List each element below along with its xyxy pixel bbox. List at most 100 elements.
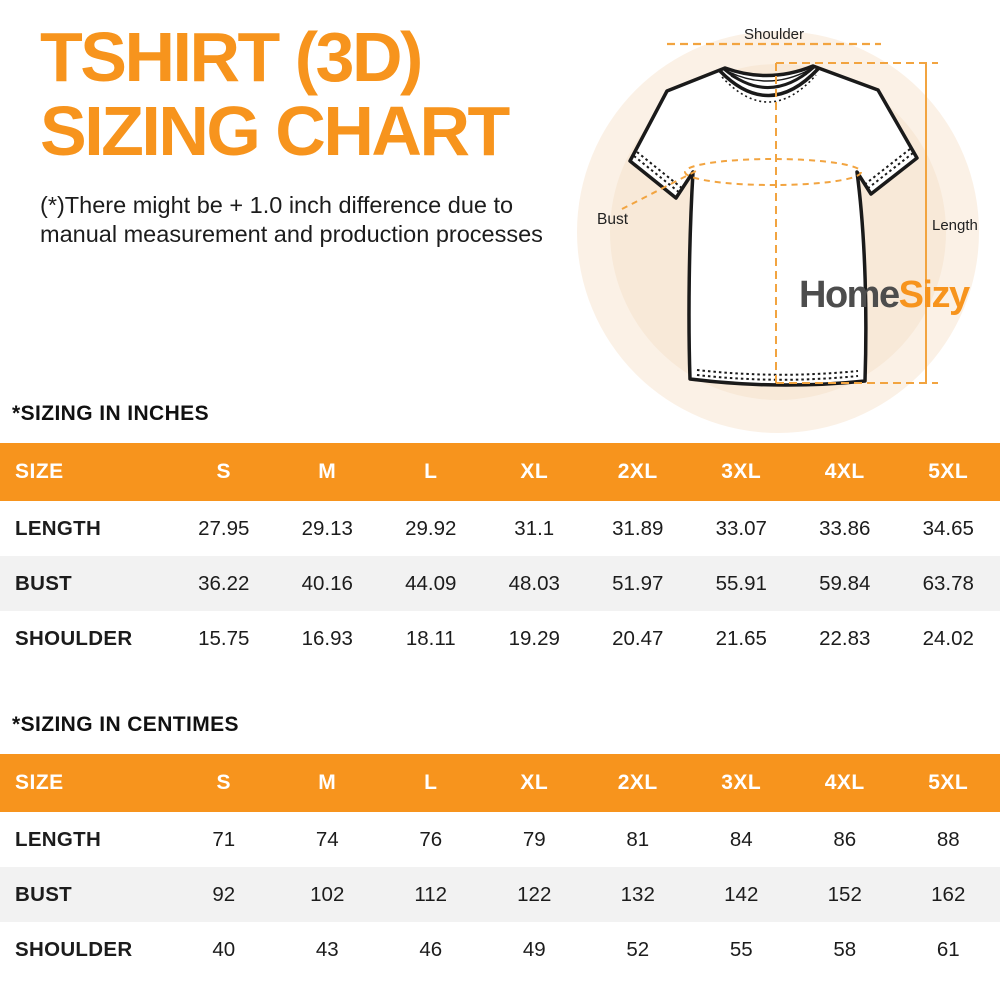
disclaimer-line1: (*)There might be + 1.0 inch difference … — [40, 192, 514, 218]
value-length-m: 74 — [315, 827, 339, 851]
collar-back-band — [728, 69, 810, 82]
homesizy-logo: HomeSizy — [799, 274, 970, 316]
col-header-l: L — [379, 443, 483, 501]
collar-front-outer — [718, 67, 820, 98]
col-header-xl: XL — [482, 443, 586, 501]
bust-label: Bust — [597, 211, 629, 228]
value-bust-4xl: 152 — [827, 882, 862, 906]
value-bust-s: 92 — [212, 882, 236, 906]
bust-pointer-line — [621, 169, 699, 210]
value-shoulder-3xl: 55 — [729, 937, 753, 961]
disclaimer-text: (*)There might be + 1.0 inch difference … — [40, 191, 543, 249]
page-title-line1: TSHIRT (3D) — [40, 18, 423, 96]
logo-sizy: Sizy — [899, 274, 970, 316]
col-header-l: L — [379, 754, 483, 812]
value-length-2xl: 81 — [626, 827, 650, 851]
page-title-line2: SIZING CHART — [40, 92, 510, 170]
value-bust-4xl: 59.84 — [819, 571, 871, 595]
value-length-3xl: 33.07 — [715, 516, 767, 540]
col-header-m: M — [275, 443, 379, 501]
value-shoulder-l: 18.11 — [405, 626, 456, 650]
col-header-2xl: 2XL — [586, 443, 690, 501]
section-heading-centimes: *SIZING IN CENTIMES — [12, 713, 239, 736]
value-shoulder-m: 16.93 — [301, 626, 353, 650]
value-length-5xl: 34.65 — [922, 516, 974, 540]
col-header-xl: XL — [482, 754, 586, 812]
row-label-bust: BUST — [15, 571, 73, 595]
value-length-4xl: 33.86 — [819, 516, 871, 540]
value-shoulder-4xl: 58 — [833, 937, 857, 961]
row-label-bust: BUST — [15, 882, 73, 906]
value-length-m: 29.13 — [301, 516, 353, 540]
sizing-table-centimes: SIZE S M L XL 2XL 3XL 4XL 5XL LENGTH 71 74 76 79 81 84 8… — [0, 754, 1000, 977]
col-header-5xl: 5XL — [896, 754, 1000, 812]
value-bust-s: 36.22 — [198, 571, 250, 595]
table-row-shoulder: SHOULDER 40 43 46 49 52 55 58 61 — [0, 922, 1000, 977]
value-bust-3xl: 55.91 — [715, 571, 767, 595]
value-shoulder-2xl: 52 — [626, 937, 650, 961]
value-length-4xl: 86 — [833, 827, 857, 851]
hem-stitch-2 — [696, 374, 859, 381]
disclaimer-line2: manual measurement and production proces… — [40, 221, 543, 247]
value-bust-2xl: 51.97 — [612, 571, 664, 595]
row-label-shoulder: SHOULDER — [15, 937, 133, 961]
table-row-shoulder: SHOULDER 15.75 16.93 18.11 19.29 20.47 21.65 22… — [0, 611, 1000, 666]
value-shoulder-2xl: 20.47 — [612, 626, 664, 650]
value-shoulder-5xl: 61 — [936, 937, 960, 961]
table-header-row: SIZE S M L XL 2XL 3XL 4XL 5XL — [0, 443, 1000, 501]
left-sleeve-stitch — [633, 155, 681, 194]
hem-stitch — [696, 369, 859, 376]
table-row-bust: BUST 36.22 40.16 44.09 48.03 51.97 55.91 59.84 6… — [0, 556, 1000, 611]
col-header-4xl: 4XL — [793, 754, 897, 812]
row-label-length: LENGTH — [15, 516, 102, 540]
logo-home: Home — [799, 274, 899, 316]
value-bust-l: 44.09 — [405, 571, 457, 595]
col-header-s: S — [172, 754, 276, 812]
value-shoulder-m: 43 — [315, 937, 339, 961]
table-row-bust: BUST 92 102 112 122 132 142 152 162 — [0, 867, 1000, 922]
col-header-2xl: 2XL — [586, 754, 690, 812]
length-label: Length — [932, 217, 978, 234]
value-bust-l: 112 — [414, 882, 448, 906]
collar-stitch-line — [721, 74, 817, 103]
bust-measure-ellipse — [684, 158, 862, 186]
section-heading-inches: *SIZING IN INCHES — [12, 402, 209, 425]
value-shoulder-xl: 19.29 — [508, 626, 560, 650]
value-shoulder-xl: 49 — [522, 937, 546, 961]
tshirt-measurement-diagram: Shoulder Bust Length HomeSizy — [577, 26, 979, 433]
value-shoulder-3xl: 21.65 — [715, 626, 767, 650]
value-bust-2xl: 132 — [620, 882, 655, 906]
col-header-size: SIZE — [0, 443, 172, 501]
left-sleeve-stitch-2 — [636, 151, 684, 190]
col-header-3xl: 3XL — [689, 754, 793, 812]
value-length-3xl: 84 — [729, 827, 753, 851]
value-shoulder-l: 46 — [419, 937, 443, 961]
value-shoulder-5xl: 24.02 — [922, 626, 974, 650]
collar-front-inner — [723, 65, 815, 89]
row-label-shoulder: SHOULDER — [15, 626, 133, 650]
value-length-5xl: 88 — [936, 827, 960, 851]
value-length-s: 27.95 — [198, 516, 250, 540]
value-length-xl: 79 — [522, 827, 546, 851]
value-bust-m: 102 — [310, 882, 345, 906]
value-length-2xl: 31.89 — [612, 516, 664, 540]
shoulder-label: Shoulder — [744, 26, 804, 43]
value-bust-xl: 48.03 — [508, 571, 560, 595]
value-length-s: 71 — [212, 827, 236, 851]
right-sleeve-stitch-2 — [863, 148, 911, 186]
sizing-table-inches: SIZE S M L XL 2XL 3XL 4XL 5XL LENGTH 27.95 29.13 29.… — [0, 443, 1000, 666]
value-bust-5xl: 63.78 — [922, 571, 974, 595]
col-header-m: M — [275, 754, 379, 812]
col-header-4xl: 4XL — [793, 443, 897, 501]
col-header-size: SIZE — [0, 754, 172, 812]
value-bust-3xl: 142 — [724, 882, 759, 906]
value-bust-xl: 122 — [517, 882, 552, 906]
value-length-l: 76 — [419, 827, 443, 851]
row-label-length: LENGTH — [15, 827, 102, 851]
value-shoulder-s: 40 — [212, 937, 236, 961]
table-header-row: SIZE S M L XL 2XL 3XL 4XL 5XL — [0, 754, 1000, 812]
col-header-5xl: 5XL — [896, 443, 1000, 501]
table-row-length: LENGTH 71 74 76 79 81 84 86 88 — [0, 812, 1000, 867]
col-header-3xl: 3XL — [689, 443, 793, 501]
